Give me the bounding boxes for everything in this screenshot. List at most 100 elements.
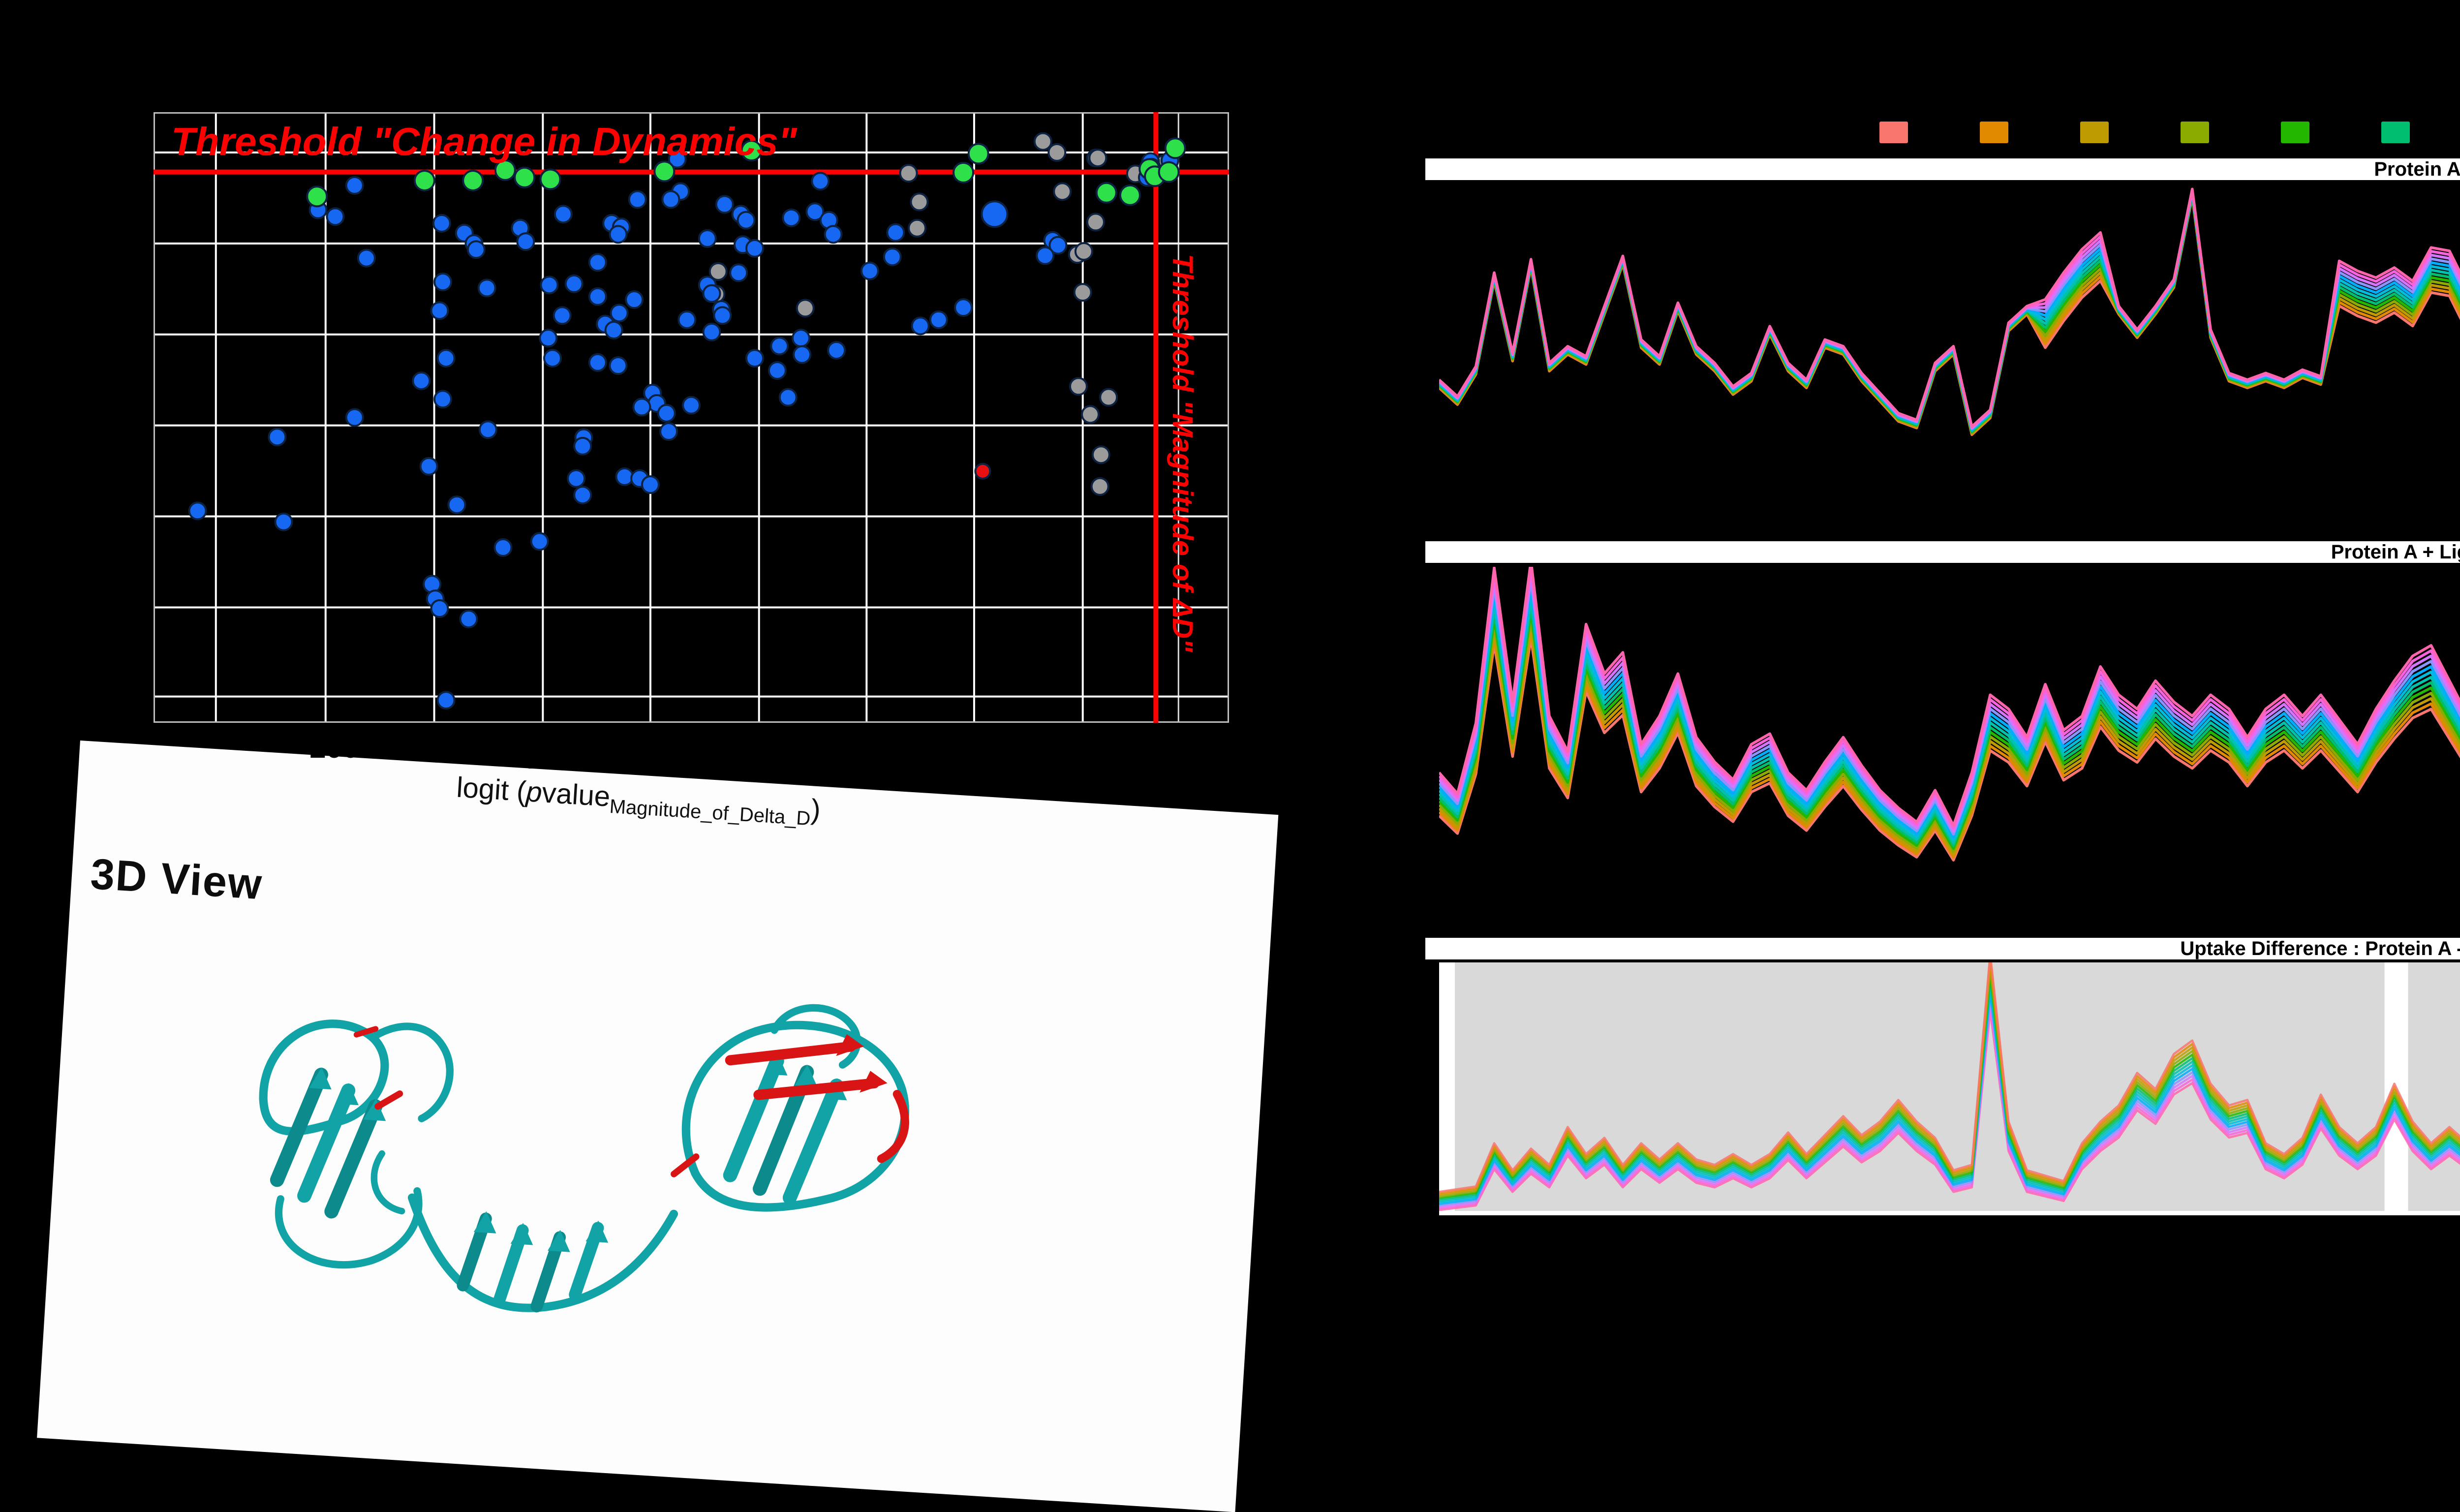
peptide-point-blue[interactable] (345, 176, 364, 195)
peptide-point-blue[interactable] (682, 396, 701, 415)
peptide-point-blue[interactable] (554, 205, 573, 224)
peptide-point-blue[interactable] (459, 610, 478, 629)
peptide-point-blue[interactable] (713, 306, 732, 325)
peptide-point-blue[interactable] (530, 532, 549, 551)
peptide-point-blue[interactable] (326, 207, 345, 226)
peptide-point-blue[interactable] (430, 599, 449, 618)
peptide-point-blue[interactable] (188, 501, 207, 521)
peptide-point-significant[interactable] (462, 169, 484, 191)
peptide-point-blue[interactable] (770, 337, 789, 356)
line-chart-svg[interactable] (1439, 962, 2460, 1211)
peptide-point-blue[interactable] (516, 232, 535, 251)
peptide-point-nonsignificant[interactable] (899, 164, 918, 183)
peptide-point-nonsignificant[interactable] (1053, 182, 1072, 201)
peptide-point-blue[interactable] (553, 306, 572, 325)
peptide-point-blue[interactable] (729, 263, 748, 282)
peptide-point-blue[interactable] (564, 274, 584, 293)
peptide-point-blue[interactable] (824, 225, 843, 244)
peptide-point-blue[interactable] (345, 408, 364, 427)
peptide-point-nonsignificant[interactable] (908, 218, 927, 238)
peptide-point-blue[interactable] (588, 287, 607, 306)
peptide-point-blue[interactable] (659, 422, 678, 441)
peptide-point-blue[interactable] (929, 310, 948, 329)
volcano-plot[interactable]: Threshold "Change in Dynamics" Threshold… (154, 112, 1229, 723)
peptide-point-blue[interactable] (625, 290, 644, 309)
peptide-point-blue[interactable] (768, 361, 787, 380)
peptide-point-blue[interactable] (668, 150, 687, 169)
peptide-point-blue[interactable] (478, 420, 497, 439)
peptide-point-blue[interactable] (1048, 236, 1068, 255)
peptide-point-blue[interactable] (539, 329, 558, 348)
peptide-point-blue[interactable] (588, 353, 607, 372)
peptide-point-blue[interactable] (698, 229, 717, 248)
selection-band[interactable] (1439, 962, 1455, 1211)
peptide-point-nonsignificant[interactable] (1033, 132, 1052, 151)
peptide-point-blue[interactable] (573, 486, 592, 505)
peptide-point-significant[interactable] (494, 159, 516, 181)
peptide-point-blue[interactable] (447, 495, 466, 514)
peptide-point-nonsignificant[interactable] (1099, 388, 1118, 407)
peptide-point-blue[interactable] (466, 240, 486, 259)
viewer-3d-panel[interactable]: logit (pvalueMagnitude_of_Delta_D) 3D Vi… (37, 741, 1279, 1512)
peptide-point-blue[interactable] (433, 272, 453, 291)
volcano-scatter-svg[interactable] (154, 112, 1229, 723)
peptide-point-blue[interactable] (567, 469, 586, 488)
peptide-point-blue[interactable] (573, 436, 592, 456)
legend-swatch[interactable] (2181, 122, 2209, 143)
peptide-point-nonsignificant[interactable] (1086, 213, 1105, 232)
peptide-point-significant[interactable] (1158, 161, 1180, 183)
peptide-point-blue[interactable] (702, 322, 721, 341)
peptide-point-blue[interactable] (778, 388, 798, 407)
peptide-point-blue[interactable] (715, 195, 734, 214)
peptide-point-blue[interactable] (745, 349, 764, 368)
peptide-point-nonsignificant[interactable] (1074, 242, 1093, 261)
peptide-point-blue[interactable] (432, 214, 451, 233)
peptide-point-blue[interactable] (436, 691, 456, 710)
peptide-point-blue[interactable] (419, 457, 438, 476)
legend-swatch[interactable] (1879, 122, 1908, 143)
peptide-point-significant[interactable] (740, 140, 763, 162)
peptide-point-blue[interactable] (615, 467, 634, 486)
peptide-point-blue[interactable] (860, 261, 879, 280)
legend-swatch[interactable] (2381, 122, 2410, 143)
peptide-point-significant[interactable] (967, 143, 989, 165)
peptide-point-red[interactable] (974, 463, 991, 480)
peptide-point-significant[interactable] (1164, 137, 1186, 159)
peptide-point-blue[interactable] (412, 371, 431, 391)
peptide-point-nonsignificant[interactable] (1088, 149, 1107, 168)
uptake-difference-chart[interactable] (1439, 962, 2460, 1215)
peptide-point-blue[interactable] (628, 190, 647, 209)
peptide-point-blue[interactable] (811, 172, 830, 191)
peptide-point-blue[interactable] (886, 223, 905, 242)
uptake-chart-protein-a-ligand[interactable] (1439, 567, 2460, 892)
peptide-point-blue[interactable] (268, 428, 287, 447)
peptide-point-significant[interactable] (514, 166, 536, 188)
peptide-point-blue[interactable] (737, 211, 756, 230)
peptide-point-blue[interactable] (883, 247, 902, 267)
peptide-point-blue[interactable] (540, 276, 559, 295)
peptide-point-blue[interactable] (677, 310, 697, 329)
peptide-point-significant[interactable] (306, 185, 328, 208)
peptide-point-nonsignificant[interactable] (1091, 445, 1110, 464)
legend-swatch[interactable] (2281, 122, 2309, 143)
peptide-point-blue[interactable] (588, 253, 607, 272)
peptide-point-blue[interactable] (911, 316, 930, 336)
peptide-point-blue[interactable] (357, 248, 376, 268)
peptide-point-blue[interactable] (274, 512, 293, 531)
peptide-point-blue[interactable] (610, 304, 629, 323)
peptide-point-blue[interactable] (782, 208, 801, 227)
line-chart-svg[interactable] (1439, 183, 2460, 518)
peptide-point-blue[interactable] (604, 321, 623, 340)
peptide-point-blue[interactable] (702, 284, 721, 303)
peptide-point-nonsignificant[interactable] (910, 192, 929, 212)
peptide-point-blue[interactable] (657, 403, 676, 423)
peptide-point-blue[interactable] (805, 202, 825, 221)
peptide-point-significant[interactable] (1119, 184, 1141, 206)
peptide-point-blue-large[interactable] (981, 200, 1009, 228)
peptide-point-nonsignificant[interactable] (1081, 405, 1100, 424)
peptide-point-blue[interactable] (493, 538, 513, 557)
line-chart-svg[interactable] (1439, 567, 2460, 892)
legend-swatch[interactable] (2080, 122, 2109, 143)
peptide-point-nonsignificant[interactable] (1047, 143, 1067, 162)
peptide-point-blue[interactable] (661, 190, 680, 209)
